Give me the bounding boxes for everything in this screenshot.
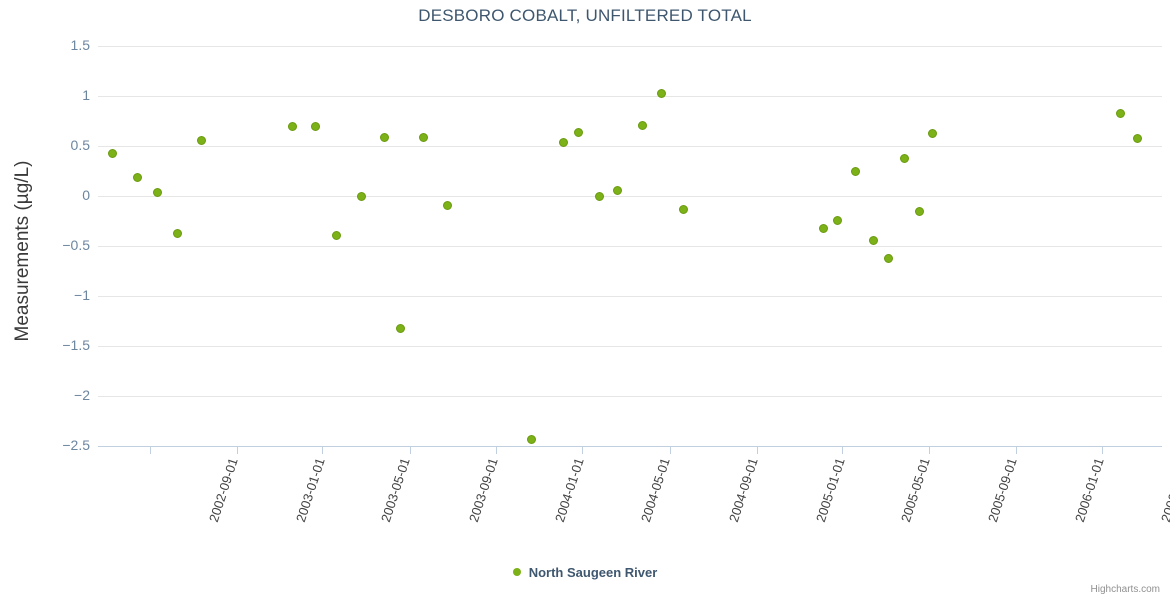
x-axis-tick-label: 2002-09-01 <box>205 456 241 524</box>
data-point[interactable] <box>332 230 342 240</box>
x-axis-tick-label: 2003-01-01 <box>292 456 328 524</box>
data-point[interactable] <box>818 223 828 233</box>
data-point[interactable] <box>927 128 937 138</box>
data-point[interactable] <box>356 191 366 201</box>
legend-item-label[interactable]: North Saugeen River <box>528 564 658 580</box>
data-point[interactable] <box>153 187 163 197</box>
data-point[interactable] <box>678 204 688 214</box>
x-axis-tick-label: 2004-09-01 <box>725 456 761 524</box>
x-axis-tick-mark <box>756 447 758 454</box>
x-axis-tick-mark <box>669 447 671 454</box>
y-gridline <box>98 146 1162 147</box>
y-axis-tick-label: −0.5 <box>62 237 90 253</box>
y-axis-tick-label: 1 <box>82 87 90 103</box>
data-point[interactable] <box>883 253 893 263</box>
y-axis-tick-labels: 1.5 1 0.5 0 −0.5 −1 −1.5 −2 −2.5 <box>14 37 90 453</box>
legend-marker-icon <box>512 568 521 576</box>
data-point[interactable] <box>396 323 406 333</box>
x-axis-tick-label: 2003-09-01 <box>465 456 501 524</box>
data-point[interactable] <box>443 200 453 210</box>
data-point[interactable] <box>1116 108 1126 118</box>
x-axis-tick-label: 2003-05-01 <box>377 456 413 524</box>
y-axis-tick-label: 1.5 <box>70 37 90 53</box>
data-point[interactable] <box>559 137 569 147</box>
x-axis-tick-mark <box>496 447 498 454</box>
data-point[interactable] <box>638 120 648 130</box>
x-axis-tick-mark <box>841 447 843 454</box>
y-axis-tick-label: −1 <box>74 287 90 303</box>
x-axis-tick-label: 2004-05-01 <box>638 456 674 524</box>
data-point[interactable] <box>418 132 428 142</box>
x-axis-tick-label: 2006-01-01 <box>1072 456 1107 524</box>
y-gridline <box>98 296 1162 297</box>
credits-label[interactable]: Highcharts.com <box>1090 584 1160 595</box>
x-axis-tick-mark <box>1101 447 1103 454</box>
y-gridline <box>98 46 1162 47</box>
x-axis-tick-mark <box>1016 447 1018 454</box>
x-axis-line <box>98 446 1162 447</box>
chart-legend[interactable]: North Saugeen River <box>0 564 1170 580</box>
data-point[interactable] <box>311 121 321 131</box>
y-axis-tick-label: −1.5 <box>62 337 90 353</box>
y-gridline <box>98 346 1162 347</box>
data-point[interactable] <box>900 153 910 163</box>
data-point[interactable] <box>196 135 206 145</box>
data-point[interactable] <box>656 88 666 98</box>
y-axis-tick-label: 0.5 <box>70 137 90 153</box>
chart-title: DESBORO COBALT, UNFILTERED TOTAL <box>418 6 752 25</box>
data-point[interactable] <box>833 215 843 225</box>
y-gridline <box>98 246 1162 247</box>
y-axis-tick-label: 0 <box>82 187 90 203</box>
data-point[interactable] <box>133 172 143 182</box>
data-point[interactable] <box>527 434 537 444</box>
x-axis-tick-label: 2005-09-01 <box>985 456 1021 524</box>
data-point[interactable] <box>850 166 860 176</box>
y-axis-tick-label: −2.5 <box>62 437 90 453</box>
x-axis-tick-label: 2004-01-01 <box>552 456 588 524</box>
y-gridline <box>98 96 1162 97</box>
x-axis-tick-label: 2006-05-01 <box>1157 456 1170 524</box>
y-gridline <box>98 196 1162 197</box>
data-point[interactable] <box>107 148 117 158</box>
x-axis-tick-mark <box>929 447 931 454</box>
y-gridline <box>98 396 1162 397</box>
data-point[interactable] <box>1132 133 1142 143</box>
x-axis-tick-mark <box>582 447 584 454</box>
data-point[interactable] <box>173 228 183 238</box>
data-point[interactable] <box>573 127 583 137</box>
x-axis-tick-label: 2005-01-01 <box>812 456 848 524</box>
x-axis-tick-mark <box>149 447 151 454</box>
x-axis-tick-mark <box>322 447 324 454</box>
data-point[interactable] <box>380 132 390 142</box>
x-axis-tick-mark <box>236 447 238 454</box>
y-axis-tick-label: −2 <box>74 387 90 403</box>
data-point[interactable] <box>869 235 879 245</box>
plot-area[interactable] <box>98 46 1162 446</box>
data-point[interactable] <box>613 185 623 195</box>
data-point[interactable] <box>594 191 604 201</box>
x-axis-tick-label: 2005-05-01 <box>897 456 933 524</box>
data-point[interactable] <box>914 206 924 216</box>
data-point[interactable] <box>287 121 297 131</box>
x-axis-tick-mark <box>409 447 411 454</box>
